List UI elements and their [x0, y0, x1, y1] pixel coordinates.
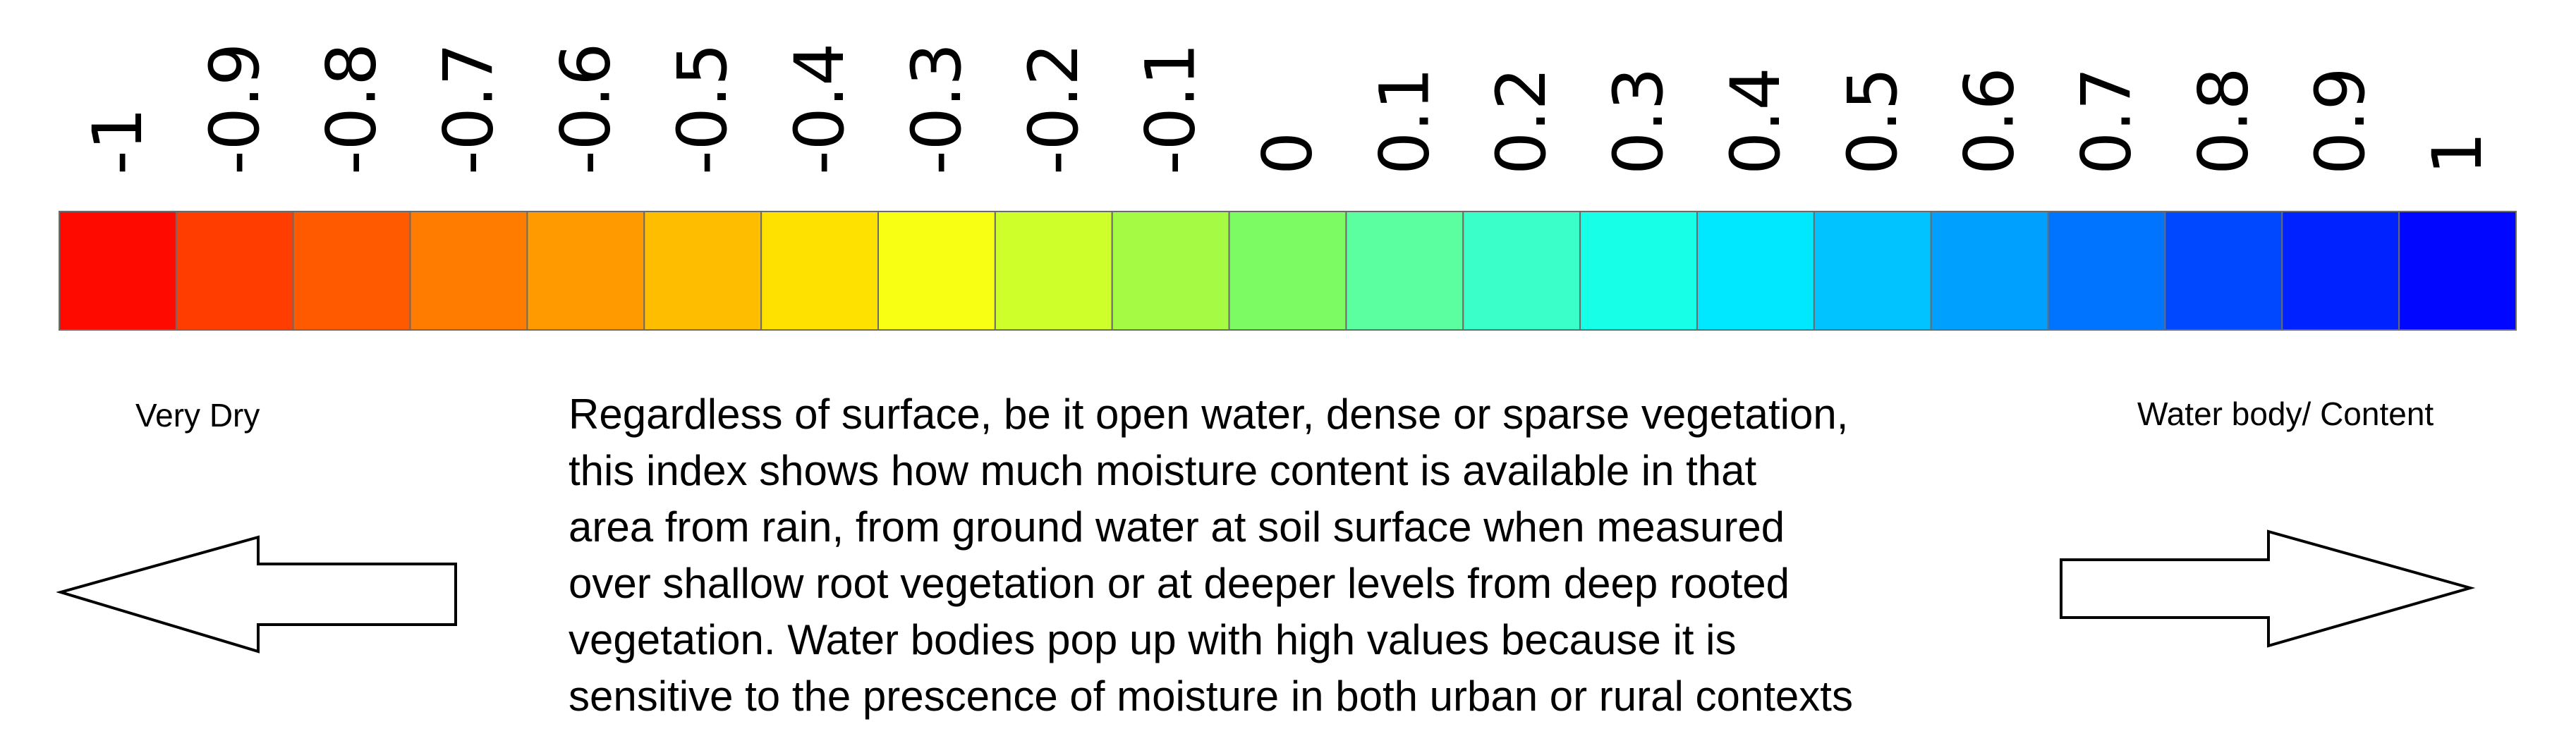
color-swatch — [1813, 211, 1932, 331]
color-swatch — [1111, 211, 1230, 331]
description-line: area from rain, from ground water at soi… — [569, 503, 1785, 551]
description-line: sensitive to the prescence of moisture i… — [569, 673, 1853, 720]
color-swatch — [2281, 211, 2400, 331]
tick-label: 0.1 — [1365, 67, 1444, 175]
tick-label: -0.8 — [312, 43, 391, 175]
color-swatch — [877, 211, 996, 331]
tick-label: -0.4 — [780, 43, 859, 175]
tick-label: 0.5 — [1833, 67, 1912, 175]
tick-label: 0.8 — [2184, 67, 2263, 175]
tick-label: 0.2 — [1482, 67, 1561, 175]
color-swatch — [2164, 211, 2283, 331]
tick-label: 0 — [1248, 132, 1328, 175]
description-line: this index shows how much moisture conte… — [569, 447, 1757, 494]
tick-label: -1 — [78, 107, 157, 175]
tick-label: -0.3 — [897, 43, 976, 175]
color-swatch — [994, 211, 1113, 331]
color-swatch — [409, 211, 528, 331]
tick-label: -0.5 — [663, 43, 742, 175]
color-swatch — [1579, 211, 1698, 331]
water-body-label: Water body/ Content — [2137, 395, 2434, 432]
color-swatches — [59, 211, 2517, 331]
right-arrow-icon — [2060, 529, 2476, 648]
color-scale-legend: -1 -0.9 -0.8 -0.7 -0.6 -0.5 -0.4 -0.3 -0.2 -0.1 0 0… — [59, 43, 2517, 331]
tick-label: 1 — [2418, 132, 2497, 175]
tick-label: 0.4 — [1716, 67, 1795, 175]
description-line: over shallow root vegetation or at deepe… — [569, 560, 1790, 607]
tick-label: 0.3 — [1599, 67, 1678, 175]
color-swatch — [1345, 211, 1464, 331]
tick-label: -0.7 — [430, 43, 509, 175]
tick-label: -0.6 — [546, 43, 625, 175]
tick-label: 0.9 — [2301, 67, 2380, 175]
color-swatch — [2398, 211, 2517, 331]
tick-labels: -1 -0.9 -0.8 -0.7 -0.6 -0.5 -0.4 -0.3 -0.2 -0.1 0 0… — [78, 43, 2497, 175]
color-swatch — [760, 211, 880, 331]
color-swatch — [1930, 211, 2049, 331]
description-line: vegetation. Water bodies pop up with hig… — [569, 616, 1737, 663]
color-swatch — [1228, 211, 1347, 331]
very-dry-label: Very Dry — [135, 397, 260, 434]
color-swatch — [59, 211, 177, 331]
color-swatch — [2047, 211, 2166, 331]
color-swatch — [643, 211, 763, 331]
color-swatch — [292, 211, 411, 331]
description-text: Regardless of surface, be it open water,… — [569, 386, 2007, 725]
color-swatch — [526, 211, 645, 331]
left-arrow-icon — [56, 535, 457, 654]
tick-label: 0.6 — [1950, 67, 2029, 175]
color-swatch — [175, 211, 294, 331]
color-swatch — [1696, 211, 1815, 331]
tick-label: -0.1 — [1131, 43, 1210, 175]
description-line: Regardless of surface, be it open water,… — [569, 391, 1849, 438]
color-swatch — [1462, 211, 1581, 331]
tick-label: -0.2 — [1014, 43, 1093, 175]
tick-label: -0.9 — [195, 43, 274, 175]
tick-label: 0.7 — [2067, 67, 2146, 175]
